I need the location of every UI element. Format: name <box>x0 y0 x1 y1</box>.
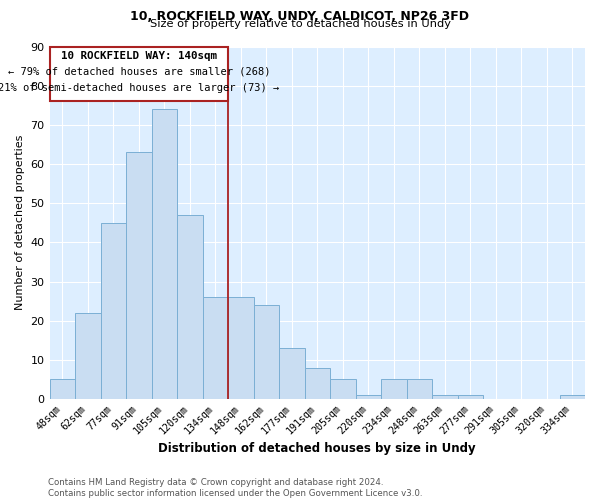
Bar <box>152 109 177 399</box>
Text: Contains HM Land Registry data © Crown copyright and database right 2024.
Contai: Contains HM Land Registry data © Crown c… <box>48 478 422 498</box>
Bar <box>407 380 432 399</box>
Bar <box>228 297 254 399</box>
X-axis label: Distribution of detached houses by size in Undy: Distribution of detached houses by size … <box>158 442 476 455</box>
Text: Size of property relative to detached houses in Undy: Size of property relative to detached ho… <box>149 19 451 29</box>
Bar <box>381 380 407 399</box>
Bar <box>330 380 356 399</box>
Bar <box>458 395 483 399</box>
Y-axis label: Number of detached properties: Number of detached properties <box>15 135 25 310</box>
Bar <box>432 395 458 399</box>
Bar <box>203 297 228 399</box>
Text: 10, ROCKFIELD WAY, UNDY, CALDICOT, NP26 3FD: 10, ROCKFIELD WAY, UNDY, CALDICOT, NP26 … <box>131 10 470 23</box>
Bar <box>126 152 152 399</box>
Text: ← 79% of detached houses are smaller (268): ← 79% of detached houses are smaller (26… <box>8 67 270 77</box>
Text: 10 ROCKFIELD WAY: 140sqm: 10 ROCKFIELD WAY: 140sqm <box>61 52 217 62</box>
Bar <box>75 313 101 399</box>
Bar <box>305 368 330 399</box>
Bar <box>560 395 585 399</box>
Bar <box>279 348 305 399</box>
FancyBboxPatch shape <box>50 46 228 102</box>
Bar <box>356 395 381 399</box>
Bar <box>50 380 75 399</box>
Bar <box>254 305 279 399</box>
Bar <box>177 215 203 399</box>
Text: 21% of semi-detached houses are larger (73) →: 21% of semi-detached houses are larger (… <box>0 82 280 92</box>
Bar <box>101 223 126 399</box>
